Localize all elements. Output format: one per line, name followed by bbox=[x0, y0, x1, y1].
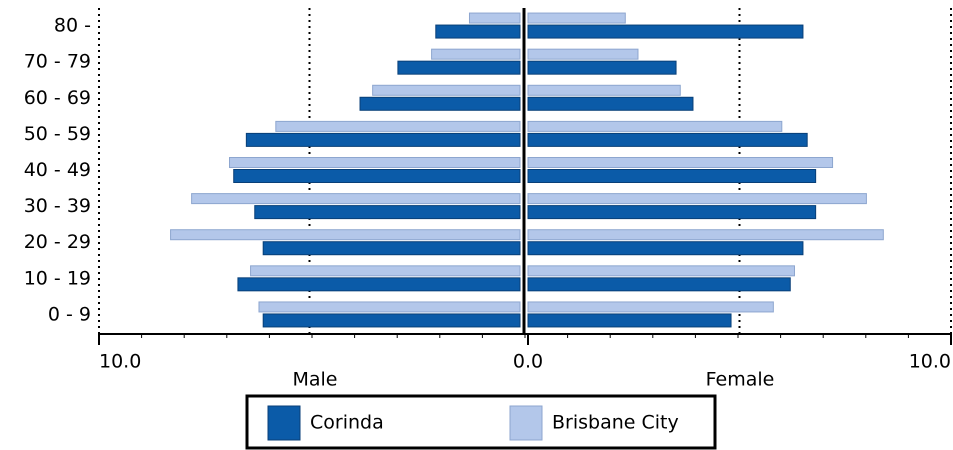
bar bbox=[191, 193, 521, 205]
bar bbox=[262, 313, 521, 328]
bar bbox=[527, 132, 808, 147]
y-tick-label: 40 - 49 bbox=[24, 159, 91, 181]
y-tick-label: 80 - bbox=[54, 15, 91, 37]
bar bbox=[527, 313, 732, 328]
bar bbox=[527, 120, 783, 132]
bar bbox=[229, 157, 521, 168]
legend-box bbox=[245, 394, 717, 450]
y-tick-label: 60 - 69 bbox=[24, 87, 91, 109]
y-tick-label: 50 - 59 bbox=[24, 123, 91, 145]
bar bbox=[527, 60, 677, 75]
bar bbox=[527, 96, 694, 111]
bar bbox=[527, 84, 681, 96]
x-tick-label: 10.0 bbox=[909, 351, 951, 373]
bar bbox=[527, 205, 817, 220]
bar bbox=[527, 301, 774, 313]
bar bbox=[468, 12, 521, 24]
bar bbox=[397, 60, 521, 75]
bar bbox=[527, 265, 795, 277]
bar bbox=[250, 265, 521, 277]
bar bbox=[431, 48, 521, 60]
y-tick-label: 0 - 9 bbox=[48, 303, 91, 325]
y-tick-label: 70 - 79 bbox=[24, 51, 91, 73]
bar bbox=[170, 229, 521, 241]
bar bbox=[435, 24, 521, 39]
side-label: Female bbox=[706, 369, 775, 391]
legend-label: Corinda bbox=[310, 412, 384, 434]
bar bbox=[527, 48, 639, 60]
bar bbox=[275, 120, 521, 132]
bar bbox=[254, 205, 521, 220]
bar bbox=[372, 84, 521, 96]
y-tick-label: 20 - 29 bbox=[24, 231, 91, 253]
legend-swatch bbox=[267, 405, 301, 441]
bar bbox=[233, 169, 521, 183]
bar bbox=[258, 301, 521, 313]
side-label: Male bbox=[292, 369, 337, 391]
bar bbox=[527, 241, 804, 256]
legend-label: Brisbane City bbox=[552, 412, 679, 434]
bar bbox=[527, 12, 626, 24]
bar bbox=[527, 229, 884, 241]
bar bbox=[359, 96, 521, 111]
bar bbox=[237, 277, 521, 292]
bar bbox=[527, 24, 804, 39]
y-tick-label: 10 - 19 bbox=[24, 267, 91, 289]
bar bbox=[262, 241, 521, 256]
bar bbox=[527, 169, 817, 183]
bar bbox=[527, 157, 834, 168]
bar bbox=[527, 193, 867, 205]
x-tick-label: 10.0 bbox=[99, 351, 141, 373]
bar bbox=[245, 132, 521, 147]
bar bbox=[527, 277, 791, 292]
y-tick-label: 30 - 39 bbox=[24, 195, 91, 217]
x-tick-label: 0.0 bbox=[513, 351, 543, 373]
legend-swatch bbox=[509, 405, 543, 441]
